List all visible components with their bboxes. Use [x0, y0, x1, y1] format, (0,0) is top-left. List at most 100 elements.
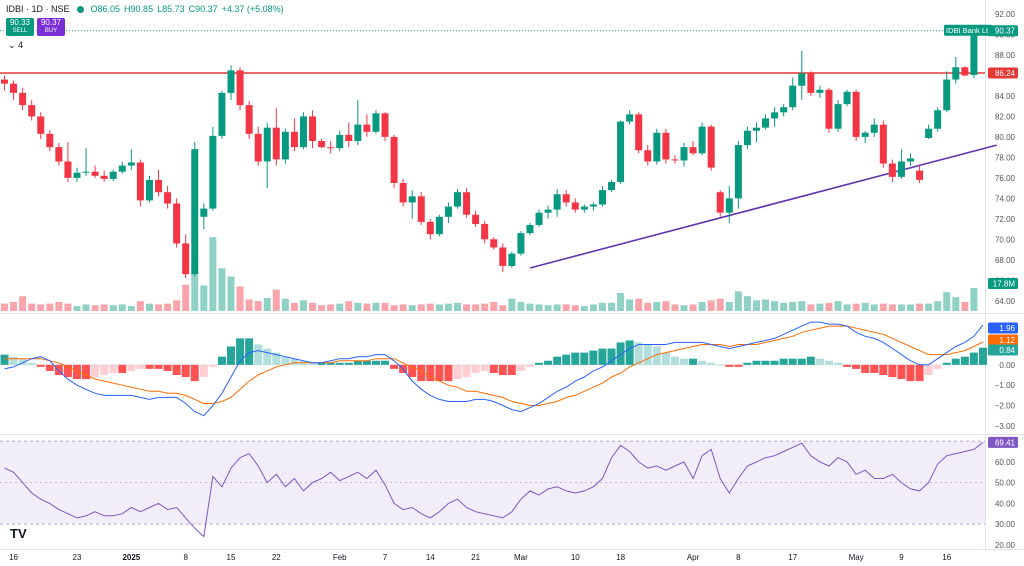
- macd-histogram-bar: [118, 364, 127, 373]
- macd-histogram-bar: [136, 364, 145, 369]
- macd-histogram-bar: [589, 350, 598, 365]
- candle: [716, 192, 724, 213]
- candle: [807, 73, 815, 93]
- volume-bar: [617, 292, 625, 311]
- macd-histogram-bar: [743, 362, 752, 365]
- macd-histogram-bar: [217, 356, 226, 365]
- volume-bar: [91, 305, 99, 311]
- macd-histogram-bar: [752, 360, 761, 365]
- candle: [789, 85, 797, 108]
- time-tick-label: Feb: [333, 553, 347, 562]
- time-tick-label: 22: [272, 553, 281, 562]
- candle: [680, 147, 688, 161]
- volume-bar: [245, 299, 253, 311]
- candle: [689, 147, 697, 154]
- volume-bar: [698, 301, 706, 311]
- candle: [46, 133, 54, 148]
- tradingview-logo-icon[interactable]: TV: [10, 526, 27, 541]
- macd-histogram-bar: [507, 364, 516, 375]
- volume-bar: [254, 301, 262, 311]
- macd-histogram-bar: [444, 364, 453, 382]
- volume-bar: [444, 303, 452, 311]
- macd-histogram-bar: [82, 364, 91, 380]
- candle: [155, 179, 163, 193]
- price-tick-label: 64.00: [995, 297, 1016, 306]
- candle: [843, 91, 851, 105]
- macd-histogram-bar: [815, 358, 824, 365]
- macd-histogram-bar: [834, 362, 843, 365]
- indicators-collapse-button[interactable]: ⌄ 4: [8, 40, 24, 50]
- candle: [381, 113, 389, 137]
- candle: [635, 114, 643, 151]
- series-name-tag-bg: [944, 24, 992, 36]
- volume-bar: [481, 303, 489, 311]
- volume-bar: [408, 305, 416, 311]
- volume-bar: [499, 305, 507, 311]
- time-tick-label: 15: [227, 553, 236, 562]
- candle: [363, 124, 371, 132]
- macd-tick-label: 0.00: [999, 361, 1015, 370]
- volume-bar: [644, 302, 652, 311]
- macd-histogram-bar: [18, 358, 27, 365]
- candle: [1, 79, 8, 84]
- macd-line: [4, 321, 984, 417]
- macd-hist-tag: 0.84: [999, 346, 1015, 355]
- macd-tick-label: −1.00: [995, 381, 1016, 390]
- volume-bar: [907, 304, 914, 311]
- candle: [109, 171, 117, 179]
- volume-bar: [46, 303, 54, 311]
- candle: [191, 149, 199, 275]
- macd-histogram-bar: [888, 364, 897, 378]
- candle: [644, 150, 652, 162]
- candle: [535, 212, 543, 225]
- macd-histogram-bar: [580, 352, 589, 365]
- macd-histogram-bar: [915, 364, 924, 382]
- candle: [345, 134, 353, 141]
- candle: [10, 83, 18, 93]
- volume-bar: [164, 303, 172, 311]
- low-value: L85.73: [157, 4, 185, 14]
- candle: [617, 121, 625, 182]
- volume-bar: [1, 303, 8, 311]
- macd-histogram-bar: [290, 358, 299, 365]
- candle: [934, 110, 942, 129]
- candle: [589, 204, 597, 207]
- sell-button[interactable]: 90.33 SELL: [6, 18, 34, 36]
- macd-histogram-bar: [616, 342, 625, 365]
- buy-button[interactable]: 90.37 BUY: [37, 18, 65, 36]
- macd-histogram-bar: [779, 358, 788, 365]
- candle: [73, 172, 81, 178]
- price-tick-label: 80.00: [995, 133, 1016, 142]
- macd-histogram-bar: [471, 364, 480, 373]
- volume-bar: [925, 303, 933, 311]
- macd-histogram-bar: [643, 344, 652, 365]
- volume-bar: [752, 300, 760, 311]
- volume-bar: [725, 301, 733, 311]
- macd-histogram-bar: [199, 364, 208, 378]
- candle: [91, 171, 99, 176]
- candle: [571, 202, 579, 210]
- symbol-label[interactable]: IDBI · 1D · NSE: [6, 4, 70, 14]
- volume-bar: [580, 306, 588, 311]
- volume-bar: [626, 299, 634, 311]
- price-tick-label: 88.00: [995, 51, 1016, 60]
- candle: [743, 130, 751, 146]
- candle: [671, 159, 679, 161]
- time-tick-label: 16: [942, 553, 951, 562]
- price-tick-label: 82.00: [995, 112, 1016, 121]
- volume-bar: [526, 303, 534, 311]
- macd-histogram-bar: [390, 364, 399, 369]
- candle: [299, 116, 307, 148]
- price-tick-label: 78.00: [995, 153, 1016, 162]
- volume-bar: [916, 303, 924, 311]
- candle: [870, 124, 878, 133]
- candle: [127, 162, 135, 166]
- macd-histogram-bar: [788, 358, 797, 365]
- candle: [318, 140, 326, 148]
- candle: [435, 216, 443, 235]
- candle: [852, 91, 860, 137]
- candle: [834, 104, 842, 129]
- candle: [698, 126, 706, 154]
- macd-histogram-bar: [272, 352, 281, 365]
